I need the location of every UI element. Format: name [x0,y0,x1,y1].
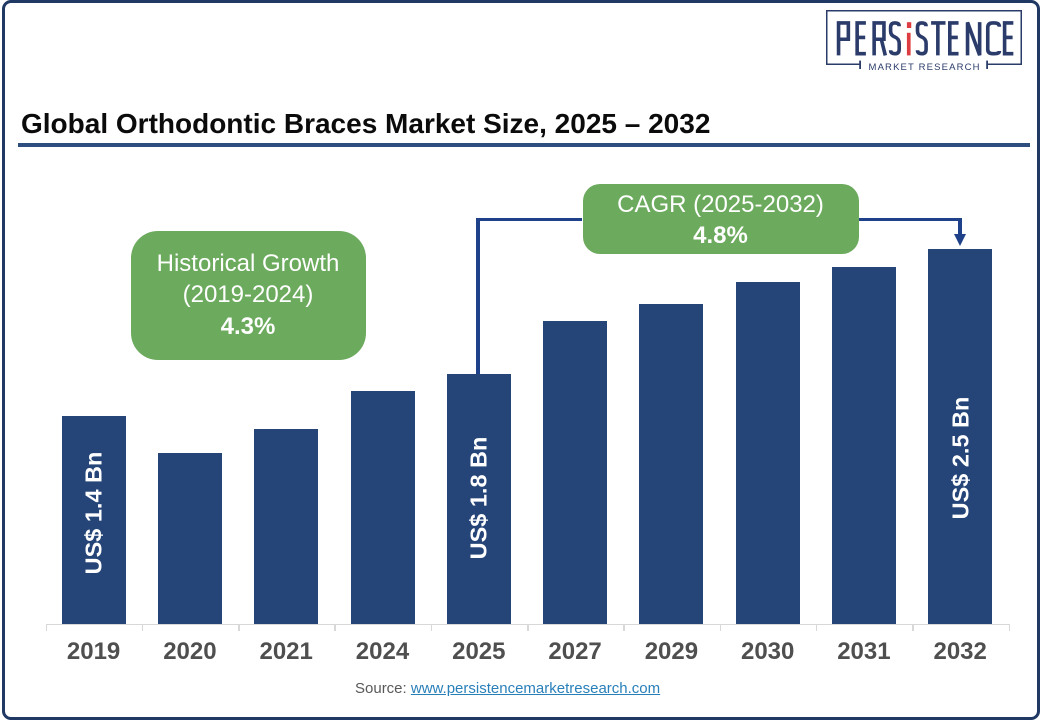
svg-text:MARKET RESEARCH: MARKET RESEARCH [869,62,980,73]
